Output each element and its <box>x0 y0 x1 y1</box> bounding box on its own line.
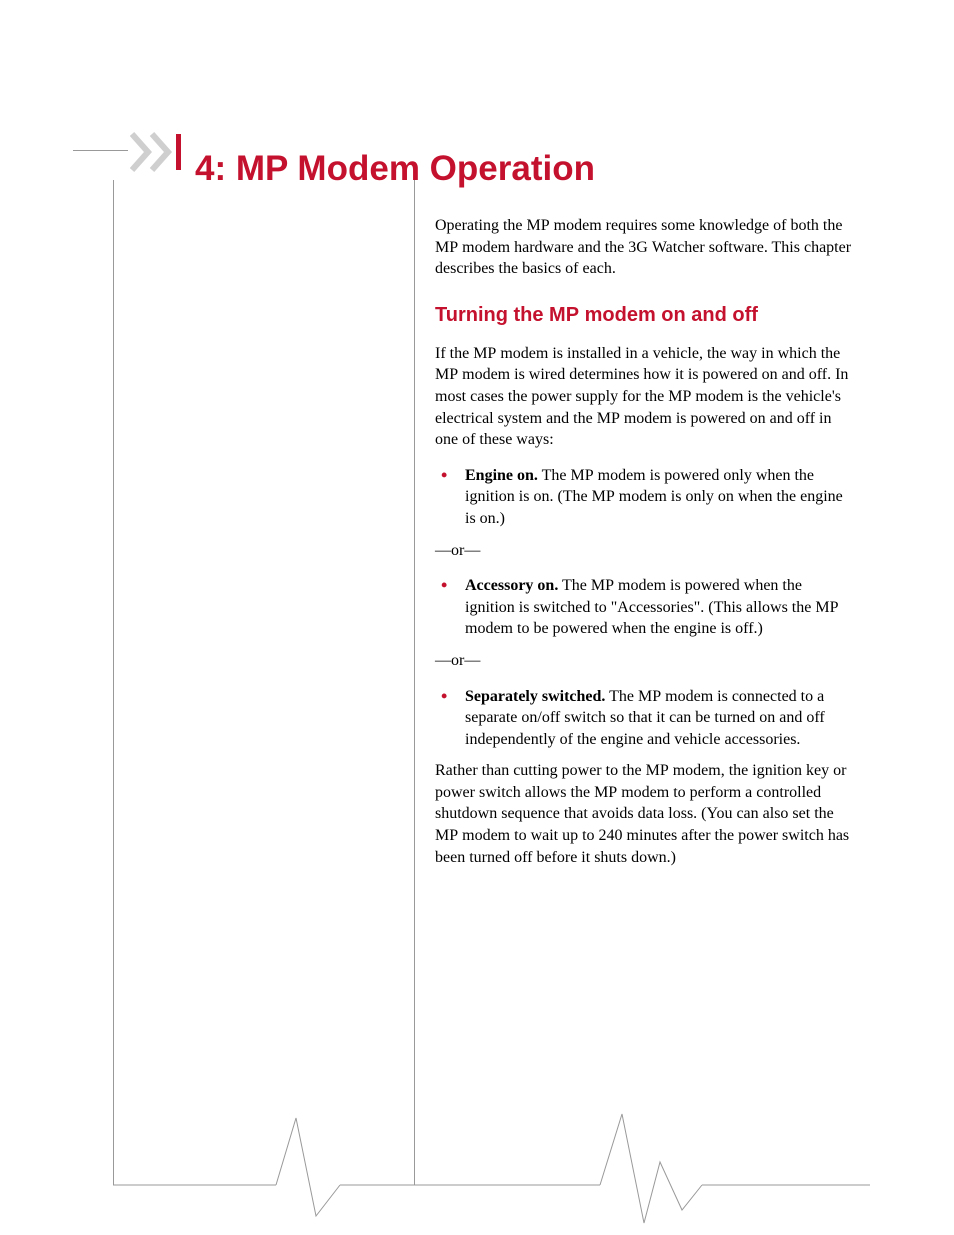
page: 4: MP Modem Operation Operating the MP m… <box>0 0 954 1235</box>
heartbeat-decoration-icon <box>0 0 954 1235</box>
